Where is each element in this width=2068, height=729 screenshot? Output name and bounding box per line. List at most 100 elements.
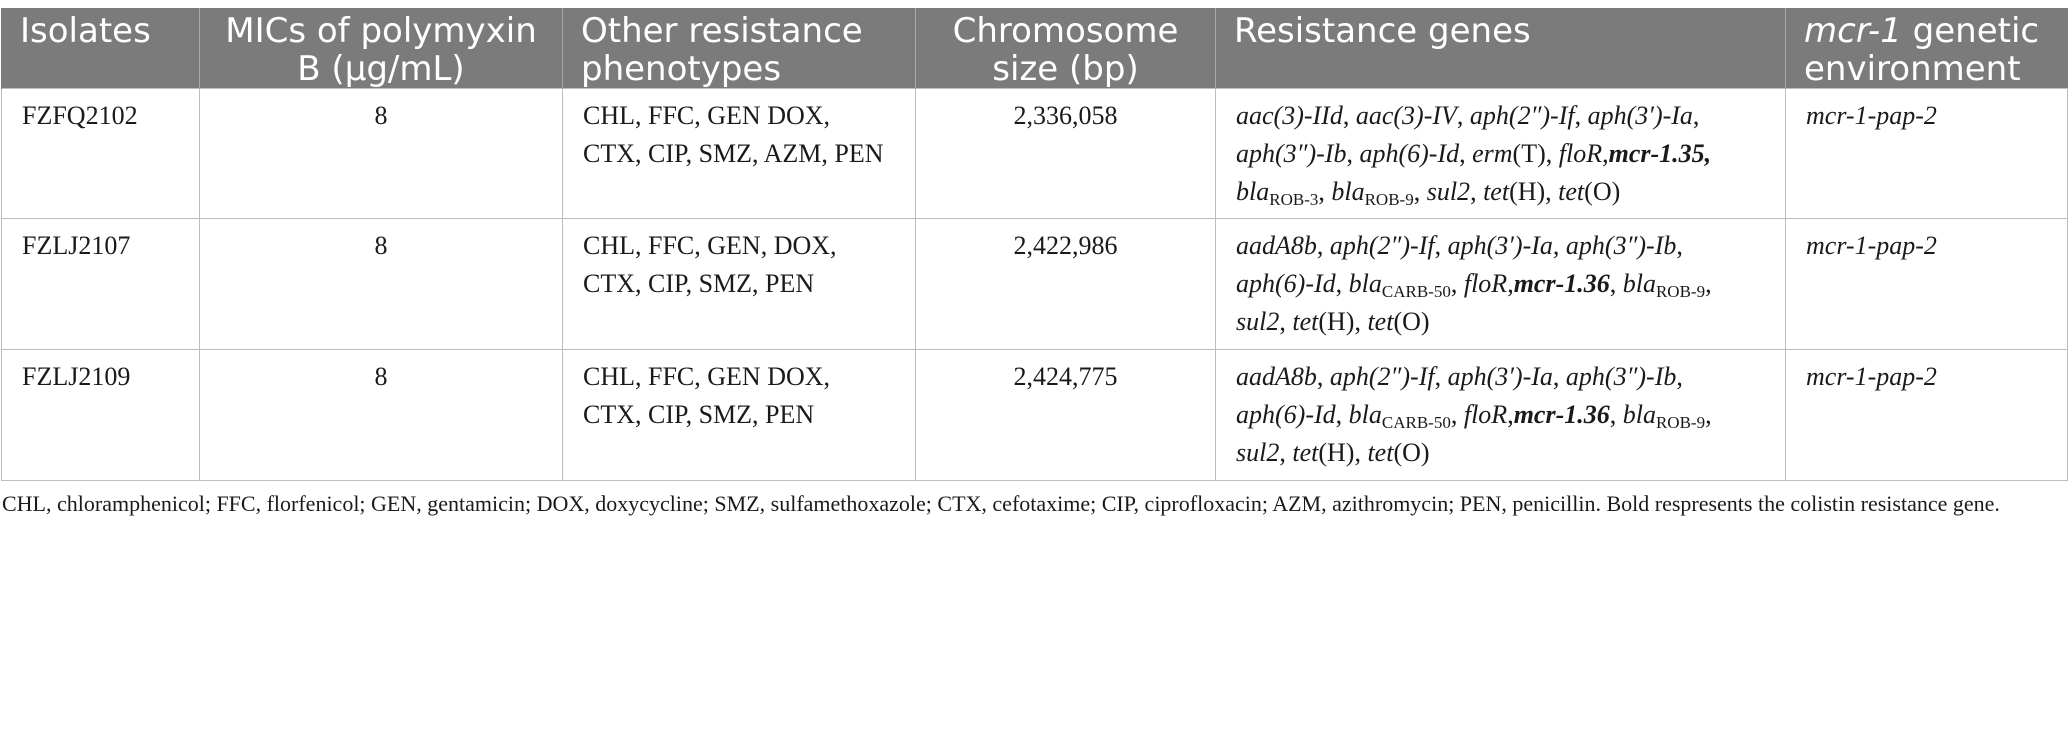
gene: bla — [1236, 177, 1270, 206]
gene: aac(3)-IV — [1355, 101, 1457, 130]
gene: tet — [1367, 307, 1394, 336]
gene: aph(6)-Id — [1359, 139, 1460, 168]
table-row: FZLJ2107 8 CHL, FFC, GEN, DOX, CTX, CIP,… — [1, 218, 2068, 350]
table-row: FZFQ2102 8 CHL, FFC, GEN DOX, CTX, CIP, … — [1, 88, 2068, 219]
sep: , — [1705, 400, 1712, 429]
gene-subscript: ROB-3 — [1269, 190, 1319, 209]
gene: erm — [1472, 139, 1513, 168]
gene-suffix: (T) — [1512, 139, 1546, 168]
sep: , — [1574, 101, 1588, 130]
header-isolates: Isolates — [1, 8, 200, 89]
gene: aac(3)-IId — [1236, 101, 1343, 130]
sep: , — [1335, 400, 1349, 429]
environment-cell: mcr-1-pap-2 — [1785, 218, 2068, 350]
mcr-gene: mcr-1.36 — [1513, 269, 1610, 298]
sep: , — [1676, 362, 1683, 391]
genes-cell: aadA8b, aph(2″)-If, aph(3′)-Ia, aph(3″)-… — [1215, 349, 1786, 481]
sep: , — [1602, 139, 1609, 168]
gene: sul2 — [1236, 307, 1280, 336]
gene-suffix: (O) — [1393, 307, 1430, 336]
mic-cell: 8 — [199, 218, 563, 350]
sep: , — [1552, 362, 1566, 391]
mcr-gene: mcr-1.36 — [1513, 400, 1610, 429]
resistance-table: Isolates MICs of polymyxin B (μg/mL) Oth… — [1, 8, 2068, 481]
gene: bla — [1348, 269, 1382, 298]
gene-subscript: CARB-50 — [1381, 413, 1451, 432]
sep: , — [1507, 400, 1514, 429]
gene: aph(2″)-If — [1329, 231, 1435, 260]
genes-cell: aadA8b, aph(2″)-If, aph(3′)-Ia, aph(3″)-… — [1215, 218, 1786, 350]
gene: tet — [1483, 177, 1510, 206]
sep: , — [1335, 269, 1349, 298]
gene-suffix: (H) — [1318, 307, 1355, 336]
gene: floR — [1463, 400, 1508, 429]
gene: aph(6)-Id — [1236, 400, 1336, 429]
isolate-cell: FZLJ2109 — [1, 349, 200, 481]
sep: , — [1450, 400, 1464, 429]
gene: tet — [1292, 307, 1319, 336]
gene: aadA8b — [1236, 362, 1317, 391]
sep: , — [1705, 269, 1712, 298]
mic-cell: 8 — [199, 88, 563, 219]
gene: floR — [1558, 139, 1603, 168]
header-mic: MICs of polymyxin B (μg/mL) — [199, 8, 563, 89]
header-env-italic: mcr-1 — [1804, 11, 1902, 51]
sep: , — [1354, 438, 1368, 467]
sep: , — [1354, 307, 1368, 336]
sep: , — [1552, 231, 1566, 260]
gene: aph(3″)-Ib — [1565, 231, 1677, 260]
sep: , — [1459, 139, 1473, 168]
gene-suffix: (H) — [1509, 177, 1546, 206]
gene: tet — [1292, 438, 1319, 467]
gene: bla — [1331, 177, 1365, 206]
sep: , — [1545, 139, 1559, 168]
sep: , — [1676, 231, 1683, 260]
header-resistance-genes: Resistance genes — [1215, 8, 1786, 89]
gene: aph(3′)-Ia — [1447, 362, 1553, 391]
gene: bla — [1622, 269, 1656, 298]
gene: tet — [1558, 177, 1585, 206]
sep: , — [1545, 177, 1559, 206]
sep: , — [1318, 177, 1332, 206]
isolate-cell: FZLJ2107 — [1, 218, 200, 350]
sep: , — [1450, 269, 1464, 298]
chromosome-cell: 2,424,775 — [915, 349, 1216, 481]
header-env-rest: genetic environment — [1804, 11, 2040, 89]
gene: aph(2″)-If — [1329, 362, 1435, 391]
chromosome-cell: 2,422,986 — [915, 218, 1216, 350]
header-genetic-environment: mcr-1 genetic environment — [1785, 8, 2068, 89]
mic-cell: 8 — [199, 349, 563, 481]
gene: aph(2″)-If — [1469, 101, 1575, 130]
phenotypes-cell: CHL, FFC, GEN, DOX, CTX, CIP, SMZ, PEN — [562, 218, 916, 350]
table-footnote: CHL, chloramphenicol; FFC, florfenicol; … — [2, 491, 2000, 516]
gene-subscript: ROB-9 — [1364, 190, 1414, 209]
table-figure: Isolates MICs of polymyxin B (μg/mL) Oth… — [0, 8, 2068, 519]
sep: , — [1279, 438, 1293, 467]
environment-cell: mcr-1-pap-2 — [1785, 88, 2068, 219]
gene-suffix: (H) — [1318, 438, 1355, 467]
gene-suffix: (O) — [1393, 438, 1430, 467]
gene: aph(3′)-Ia — [1587, 101, 1693, 130]
sep: , — [1316, 231, 1330, 260]
gene: sul2 — [1426, 177, 1471, 206]
header-other-phenotypes: Other resistance phenotypes — [562, 8, 916, 89]
gene: aph(3″)-Ib — [1565, 362, 1677, 391]
gene: aadA8b — [1236, 231, 1317, 260]
table-row: FZLJ2109 8 CHL, FFC, GEN DOX, CTX, CIP, … — [1, 349, 2068, 481]
gene-subscript: ROB-9 — [1655, 413, 1706, 432]
gene: aph(3″)-Ib — [1236, 139, 1347, 168]
sep: , — [1507, 269, 1514, 298]
gene: sul2 — [1236, 438, 1280, 467]
gene: bla — [1348, 400, 1382, 429]
chromosome-cell: 2,336,058 — [915, 88, 1216, 219]
gene: bla — [1622, 400, 1656, 429]
sep: , — [1342, 101, 1356, 130]
environment-cell: mcr-1-pap-2 — [1785, 349, 2068, 481]
phenotypes-cell: CHL, FFC, GEN DOX, CTX, CIP, SMZ, AZM, P… — [562, 88, 916, 219]
genes-cell: aac(3)-IId, aac(3)-IV, aph(2″)-If, aph(3… — [1215, 88, 1786, 219]
sep: , — [1279, 307, 1293, 336]
sep: , — [1413, 177, 1427, 206]
gene-subscript: ROB-9 — [1655, 282, 1706, 301]
isolate-cell: FZFQ2102 — [1, 88, 200, 219]
mcr-gene: mcr-1.35, — [1608, 139, 1712, 168]
